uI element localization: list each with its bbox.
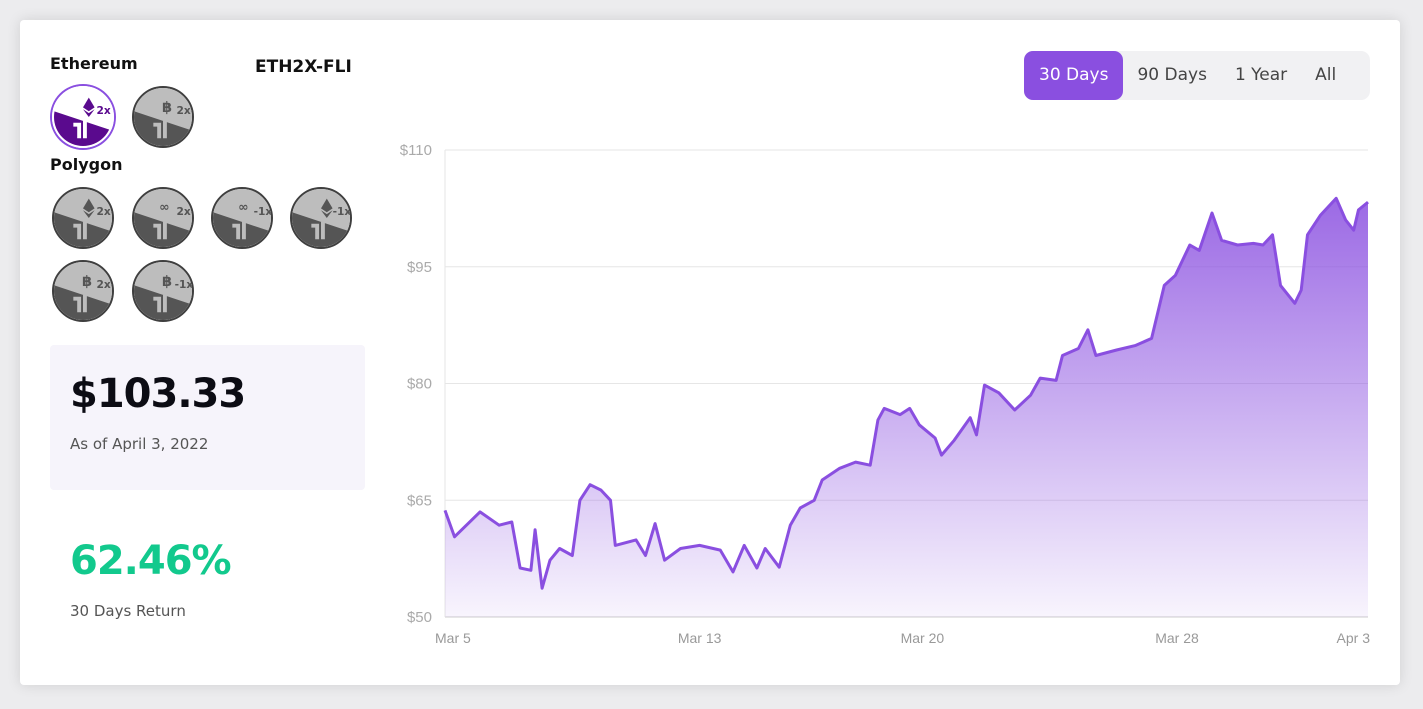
svg-text:฿: ฿ — [82, 274, 92, 290]
y-tick-label: $80 — [407, 376, 432, 393]
x-tick-label: Mar 5 — [435, 630, 471, 646]
svg-text:2x: 2x — [97, 205, 111, 218]
return-label: 30 Days Return — [70, 602, 186, 620]
token-ethereum-eth-2x-icon[interactable]: 2x — [52, 86, 114, 148]
svg-text:฿: ฿ — [162, 100, 172, 116]
price-line — [443, 196, 1369, 590]
svg-text:2x: 2x — [177, 205, 191, 218]
tab-30-days[interactable]: 30 Days — [1024, 51, 1124, 100]
token-polygon-eth-2x-icon[interactable]: 2x — [52, 187, 114, 249]
tab-all[interactable]: All — [1315, 65, 1337, 85]
svg-text:∞: ∞ — [238, 199, 248, 214]
section-ethereum-label: Ethereum — [50, 54, 138, 73]
y-tick-label: $50 — [407, 609, 432, 626]
token-polygon-btc--1x-icon[interactable]: ฿ -1x — [132, 260, 194, 322]
section-polygon-label: Polygon — [50, 155, 123, 174]
tab-90-days[interactable]: 90 Days — [1137, 65, 1207, 85]
price-box: $103.33 As of April 3, 2022 — [50, 345, 365, 490]
svg-text:2x: 2x — [177, 104, 191, 117]
y-tick-label: $95 — [407, 259, 432, 276]
price-area — [445, 198, 1368, 618]
selected-token-name: ETH2X-FLI — [255, 57, 352, 77]
token-ethereum-btc-2x-icon[interactable]: ฿ 2x — [132, 86, 194, 148]
y-tick-label: $110 — [400, 142, 432, 159]
price-as-of: As of April 3, 2022 — [70, 435, 209, 453]
svg-text:-1x: -1x — [333, 205, 350, 218]
svg-text:2x: 2x — [97, 278, 111, 291]
token-polygon-eth--1x-icon[interactable]: -1x — [290, 187, 352, 249]
x-tick-label: Mar 28 — [1155, 630, 1199, 646]
svg-text:-1x: -1x — [254, 205, 271, 218]
return-value: 62.46% — [70, 538, 232, 584]
svg-text:-1x: -1x — [175, 278, 192, 291]
svg-text:฿: ฿ — [162, 274, 172, 290]
token-polygon-btc-2x-icon[interactable]: ฿ 2x — [52, 260, 114, 322]
svg-text:2x: 2x — [97, 104, 111, 117]
current-price: $103.33 — [70, 371, 246, 417]
range-tabs: 30 Days 90 Days 1 Year All — [1024, 51, 1370, 100]
y-tick-label: $65 — [407, 492, 432, 509]
svg-text:∞: ∞ — [159, 199, 169, 214]
x-tick-label: Mar 13 — [678, 630, 722, 646]
token-polygon-matic-2x-icon[interactable]: ∞ 2x — [132, 187, 194, 249]
tab-1-year[interactable]: 1 Year — [1234, 65, 1288, 85]
token-polygon-matic--1x-icon[interactable]: ∞ -1x — [211, 187, 273, 249]
x-tick-label: Mar 20 — [901, 630, 945, 646]
x-tick-label: Apr 3 — [1337, 630, 1371, 646]
